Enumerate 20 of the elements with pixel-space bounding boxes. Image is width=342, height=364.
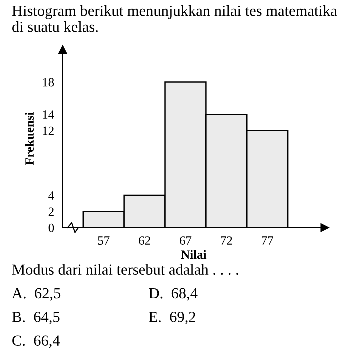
text: E. 69,2 <box>149 312 196 325</box>
x-tick-label: 72 <box>221 236 232 245</box>
x-axis-title: Nilai <box>181 250 207 260</box>
x-tick-label: 67 <box>180 236 192 245</box>
y-tick-label: 2 <box>48 208 54 216</box>
text: Modus dari nilai tersebut adalah . . . . <box>12 264 238 276</box>
y-tick-label: 4 <box>48 192 54 200</box>
text: B. 64,5 <box>12 312 60 325</box>
chart-title: Histogram berikut menunjukkan nilai tes matematika di suatu kelas. <box>12 5 338 32</box>
y-tick-label: 12 <box>43 126 54 136</box>
text: D. 68,4 <box>149 288 198 301</box>
text: C. 66,4 <box>12 336 60 348</box>
text: A. 62,5 <box>12 288 61 301</box>
x-tick-label: 57 <box>98 236 110 245</box>
x-tick-label: 62 <box>139 236 150 245</box>
y-tick-label: 0 <box>48 224 54 232</box>
x-tick-label: 77 <box>262 236 274 245</box>
y-tick-label: 14 <box>43 110 54 119</box>
y-axis-title: Frekuensi <box>25 112 34 166</box>
y-tick-label: 18 <box>43 78 54 87</box>
